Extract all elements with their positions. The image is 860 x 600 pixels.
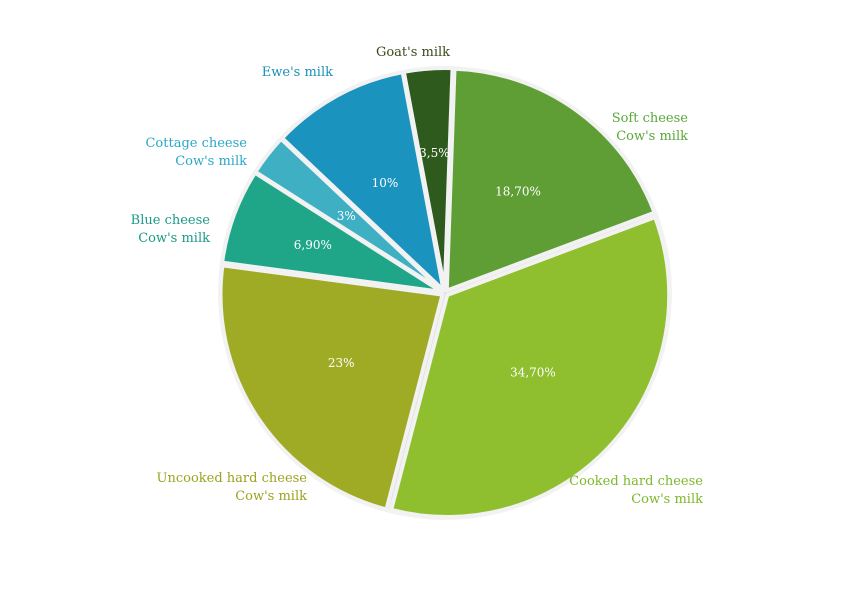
slice-value-label-2: 23%	[328, 356, 355, 370]
slice-value-label-5: 10%	[372, 176, 399, 190]
percentage-labels: 18,70% 34,70% 23% 6,90% 3% 10% 3,5%	[294, 146, 556, 380]
slice-category-label-line: Blue cheese	[131, 213, 211, 228]
slice-value-label-4: 3%	[337, 209, 356, 223]
slice-value-label-6: 3,5%	[419, 146, 450, 160]
pie-slices	[218, 66, 672, 519]
slice-value-label-3: 6,90%	[294, 238, 332, 252]
slice-category-label-line: Cooked hard cheese	[569, 474, 703, 489]
slice-category-label-0: Soft cheese Cow's milk	[612, 111, 689, 144]
slice-category-label-3: Blue cheese Cow's milk	[131, 213, 211, 246]
slice-category-label-line: Cow's milk	[235, 489, 307, 504]
pie-slice-2	[218, 263, 445, 512]
slice-category-label-6: Goat's milk	[376, 45, 450, 60]
slice-category-label-1: Cooked hard cheese Cow's milk	[569, 474, 703, 507]
slice-category-label-5: Ewe's milk	[262, 65, 333, 80]
slice-category-label-2: Uncooked hard cheese Cow's milk	[157, 471, 308, 504]
slice-category-label-line: Ewe's milk	[262, 65, 333, 80]
slice-category-label-line: Cow's milk	[175, 154, 247, 169]
slice-category-label-line: Soft cheese	[612, 111, 689, 126]
pie-slice-5	[280, 70, 446, 293]
pie-slice-6	[401, 66, 455, 293]
slice-category-label-line: Cow's milk	[138, 231, 210, 246]
slice-value-label-1: 34,70%	[510, 365, 556, 379]
slice-category-label-4: Cottage cheese Cow's milk	[145, 136, 247, 169]
slice-category-label-line: Cow's milk	[631, 492, 703, 507]
slice-category-label-line: Cottage cheese	[145, 136, 247, 151]
slice-category-label-line: Goat's milk	[376, 45, 450, 60]
slice-category-label-line: Uncooked hard cheese	[157, 471, 308, 486]
pie-slice-1	[389, 215, 672, 519]
pie-slice-0	[444, 66, 657, 293]
slice-value-label-0: 18,70%	[495, 184, 541, 198]
slice-category-label-line: Cow's milk	[616, 129, 688, 144]
